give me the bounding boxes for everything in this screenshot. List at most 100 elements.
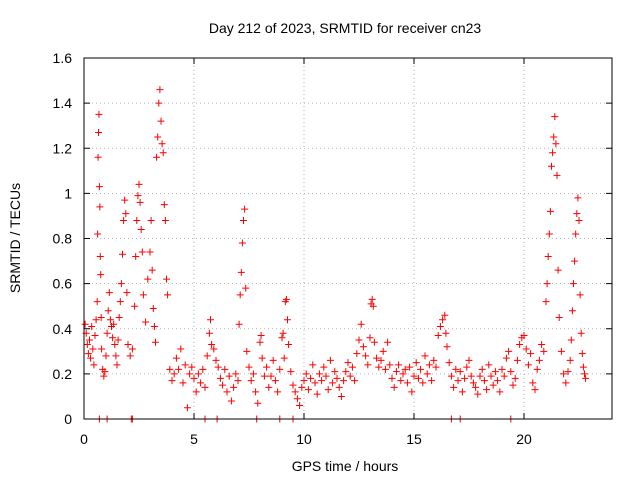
data-point <box>234 377 242 385</box>
data-point <box>540 347 548 355</box>
data-point <box>414 374 422 382</box>
y-tick-label: 0 <box>64 411 72 427</box>
data-point <box>542 298 550 306</box>
data-point <box>331 368 339 376</box>
y-tick-label: 0.6 <box>53 276 73 292</box>
data-point <box>572 230 580 238</box>
data-point <box>313 390 321 398</box>
x-tick-label: 10 <box>296 431 312 447</box>
plot-frame <box>83 57 613 420</box>
data-point <box>123 289 131 297</box>
x-tick-label: 5 <box>190 431 198 447</box>
data-point <box>96 253 104 261</box>
data-point <box>106 316 114 324</box>
data-point <box>214 363 222 371</box>
data-point <box>348 363 356 371</box>
data-point <box>95 183 103 191</box>
data-point <box>94 153 102 161</box>
data-point <box>392 368 400 376</box>
data-point <box>199 365 207 373</box>
data-point <box>153 153 161 161</box>
data-point <box>494 377 502 385</box>
data-point <box>179 379 187 387</box>
data-point <box>104 307 112 315</box>
data-point <box>256 338 264 346</box>
data-point <box>230 383 238 391</box>
data-point <box>456 368 464 376</box>
data-point <box>516 341 524 349</box>
data-point <box>181 361 189 369</box>
data-point <box>548 162 555 170</box>
data-point <box>578 350 586 358</box>
data-point <box>399 370 407 378</box>
data-point <box>419 379 427 387</box>
y-tick-label: 1 <box>64 185 72 201</box>
data-point <box>377 356 385 364</box>
data-point <box>188 363 196 371</box>
data-point <box>434 332 442 340</box>
data-point <box>146 248 154 256</box>
data-point <box>163 275 170 283</box>
data-point <box>279 329 287 337</box>
data-point <box>112 352 120 360</box>
data-point <box>454 377 462 385</box>
data-point <box>128 345 136 353</box>
data-point <box>509 381 517 389</box>
data-point <box>177 345 185 353</box>
data-point <box>157 117 165 125</box>
data-point <box>564 368 572 376</box>
data-point <box>513 356 521 364</box>
data-point <box>126 352 134 360</box>
data-point <box>574 194 582 202</box>
data-point <box>296 401 304 409</box>
data-point <box>280 354 288 362</box>
data-point <box>136 198 144 206</box>
data-point <box>94 230 102 238</box>
data-point <box>309 361 317 369</box>
data-point <box>531 386 539 394</box>
data-point <box>397 377 405 385</box>
data-point <box>463 363 471 371</box>
data-point <box>115 313 123 321</box>
data-point <box>480 377 488 385</box>
data-point <box>552 140 560 148</box>
data-point <box>478 365 486 373</box>
data-point <box>307 374 315 382</box>
data-point <box>122 210 130 218</box>
data-point <box>208 341 216 349</box>
y-tick-label: 1.2 <box>53 140 73 156</box>
data-point <box>271 377 279 385</box>
data-point <box>369 302 377 310</box>
data-point <box>546 207 554 215</box>
data-point <box>249 370 257 378</box>
data-point <box>236 291 244 299</box>
data-point <box>432 363 440 371</box>
data-point <box>436 322 444 330</box>
data-point <box>97 271 105 279</box>
data-point <box>227 397 235 405</box>
data-point <box>194 370 202 378</box>
data-point <box>375 363 383 371</box>
data-point <box>186 370 194 378</box>
data-point <box>95 110 103 118</box>
data-point <box>183 404 191 412</box>
data-point <box>159 149 167 157</box>
data-point <box>346 372 354 380</box>
data-point <box>117 280 125 288</box>
data-point <box>442 329 450 337</box>
data-point <box>142 318 150 326</box>
data-point <box>247 377 255 385</box>
data-point <box>362 352 370 360</box>
data-point <box>164 291 172 299</box>
data-point <box>260 372 268 380</box>
data-point <box>285 341 293 349</box>
data-point <box>92 316 100 324</box>
data-point <box>311 379 319 387</box>
data-point <box>152 338 159 346</box>
data-point <box>417 365 425 373</box>
data-point <box>134 192 142 200</box>
data-point <box>439 316 447 324</box>
data-point <box>450 383 458 391</box>
data-point <box>505 347 513 355</box>
